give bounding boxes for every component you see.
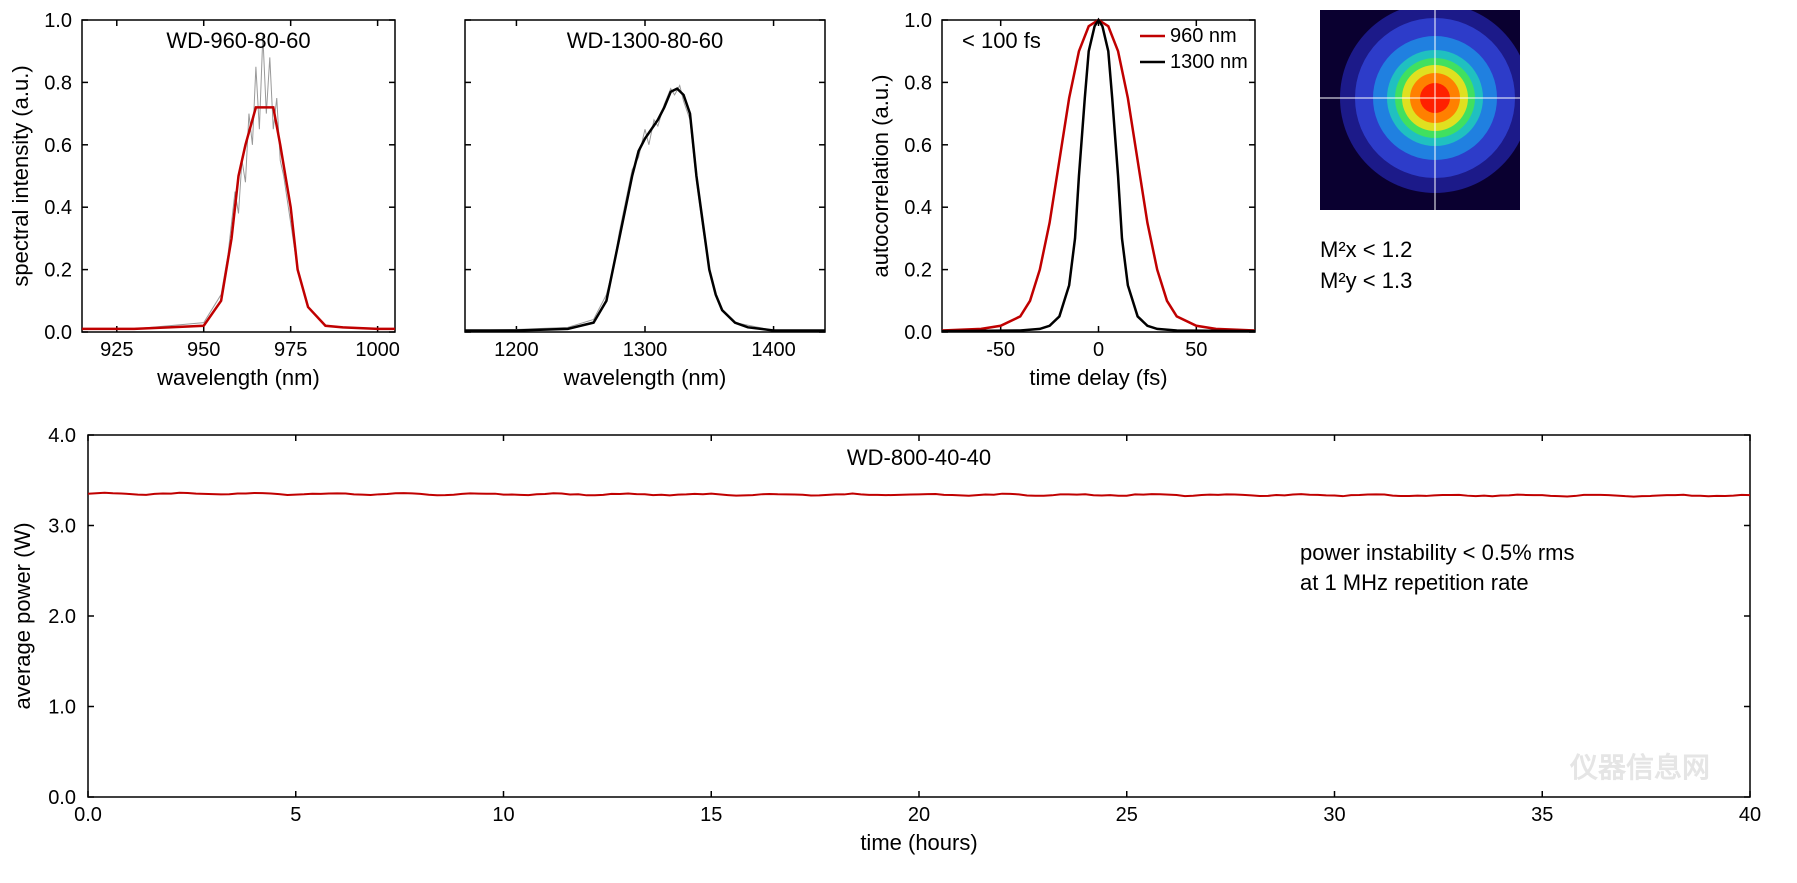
svg-text:spectral intensity (a.u.): spectral intensity (a.u.) (10, 65, 33, 286)
m2y-label: M²y < 1.3 (1320, 266, 1412, 297)
svg-text:950: 950 (187, 339, 220, 361)
svg-text:10: 10 (492, 804, 514, 826)
svg-text:35: 35 (1531, 804, 1553, 826)
svg-text:WD-1300-80-60: WD-1300-80-60 (567, 28, 724, 53)
m2x-label: M²x < 1.2 (1320, 235, 1412, 266)
svg-text:960 nm: 960 nm (1170, 25, 1237, 47)
svg-text:5: 5 (290, 804, 301, 826)
svg-text:wavelength (nm): wavelength (nm) (563, 365, 727, 390)
svg-text:time delay (fs): time delay (fs) (1029, 365, 1167, 390)
svg-text:0.0: 0.0 (74, 804, 102, 826)
svg-text:0.4: 0.4 (904, 197, 932, 219)
svg-text:power instability < 0.5% rms: power instability < 0.5% rms (1300, 540, 1575, 565)
svg-text:time (hours): time (hours) (860, 830, 977, 855)
svg-text:40: 40 (1739, 804, 1761, 826)
svg-text:0.4: 0.4 (44, 197, 72, 219)
svg-text:1000: 1000 (355, 339, 400, 361)
svg-text:wavelength (nm): wavelength (nm) (156, 365, 320, 390)
svg-text:0.6: 0.6 (904, 135, 932, 157)
svg-text:30: 30 (1323, 804, 1345, 826)
svg-text:at 1 MHz repetition rate: at 1 MHz repetition rate (1300, 570, 1529, 595)
svg-text:0.8: 0.8 (904, 72, 932, 94)
svg-text:2.0: 2.0 (48, 606, 76, 628)
beam-svg (1320, 10, 1520, 210)
svg-text:50: 50 (1185, 339, 1207, 361)
svg-text:1200: 1200 (494, 339, 539, 361)
svg-text:WD-800-40-40: WD-800-40-40 (847, 445, 991, 470)
autocorrelation-chart: -50 0 50 0.0 0.2 0.4 0.6 0.8 1.0 time delay (fs) a… (870, 10, 1270, 405)
svg-text:1.0: 1.0 (48, 697, 76, 719)
svg-text:WD-960-80-60: WD-960-80-60 (166, 28, 310, 53)
chart1-svg: 925 950 975 1000 0.0 0.2 0.4 0.6 0.8 1.0 wavelengt… (10, 10, 410, 400)
svg-text:975: 975 (274, 339, 307, 361)
svg-text:0.2: 0.2 (44, 260, 72, 282)
beam-profile-container: M²x < 1.2 M²y < 1.3 (1300, 10, 1520, 297)
svg-text:25: 25 (1116, 804, 1138, 826)
svg-text:20: 20 (908, 804, 930, 826)
svg-text:4.0: 4.0 (48, 425, 76, 447)
svg-text:1.0: 1.0 (44, 10, 72, 32)
chart4-svg: 0.0 5 10 15 20 25 30 35 40 0.0 1.0 2.0 3.0 4.0 time (h… (10, 425, 1770, 865)
svg-text:1.0: 1.0 (904, 10, 932, 32)
chart3-svg: -50 0 50 0.0 0.2 0.4 0.6 0.8 1.0 time delay (fs) a… (870, 10, 1270, 400)
svg-text:3.0: 3.0 (48, 516, 76, 538)
svg-text:0: 0 (1093, 339, 1104, 361)
svg-text:< 100 fs: < 100 fs (962, 28, 1041, 53)
svg-text:1300 nm: 1300 nm (1170, 51, 1248, 73)
svg-text:0.0: 0.0 (48, 787, 76, 809)
spectral-chart-1300: 1200 1300 1400 wavelength (nm) WD-1300-80-60 (440, 10, 840, 405)
svg-text:1400: 1400 (751, 339, 796, 361)
svg-text:0.8: 0.8 (44, 72, 72, 94)
power-stability-chart: 0.0 5 10 15 20 25 30 35 40 0.0 1.0 2.0 3.0 4.0 time (h… (10, 425, 1787, 870)
svg-text:average power (W): average power (W) (10, 522, 35, 709)
svg-text:1300: 1300 (623, 339, 668, 361)
svg-text:0.0: 0.0 (44, 322, 72, 344)
spectral-chart-960: 925 950 975 1000 0.0 0.2 0.4 0.6 0.8 1.0 wavelengt… (10, 10, 410, 405)
chart2-svg: 1200 1300 1400 wavelength (nm) WD-1300-80-60 (440, 10, 840, 400)
beam-profile-image (1320, 10, 1520, 210)
svg-text:0.2: 0.2 (904, 260, 932, 282)
svg-text:15: 15 (700, 804, 722, 826)
svg-text:-50: -50 (986, 339, 1015, 361)
svg-text:925: 925 (100, 339, 133, 361)
svg-text:autocorrelation (a.u.): autocorrelation (a.u.) (870, 75, 893, 278)
svg-text:仪器信息网: 仪器信息网 (1569, 751, 1710, 783)
svg-text:0.0: 0.0 (904, 322, 932, 344)
svg-text:0.6: 0.6 (44, 135, 72, 157)
